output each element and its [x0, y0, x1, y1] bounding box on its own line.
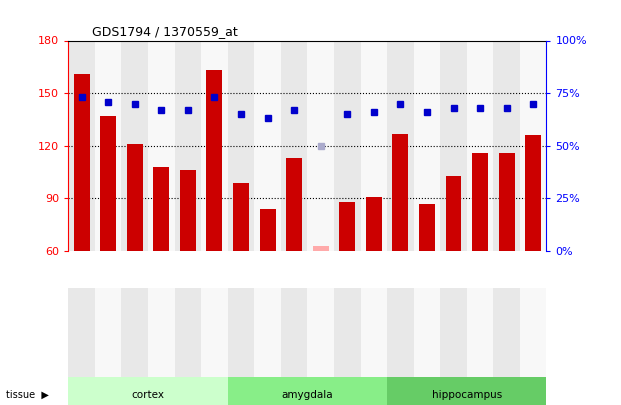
Bar [228, 40, 254, 251]
Bar [440, 288, 467, 377]
Bar [366, 197, 382, 251]
Bar [254, 40, 281, 251]
Bar [414, 288, 440, 377]
Bar [307, 288, 334, 377]
Bar [95, 40, 122, 251]
Bar [520, 40, 546, 251]
Bar [313, 246, 329, 251]
Bar [175, 40, 201, 251]
Bar [387, 288, 414, 377]
Bar [286, 158, 302, 251]
Text: GDS1794 / 1370559_at: GDS1794 / 1370559_at [93, 25, 238, 38]
Bar [392, 134, 409, 251]
Bar [525, 135, 541, 251]
Text: tissue  ▶: tissue ▶ [6, 390, 49, 400]
Bar [201, 40, 228, 251]
Bar [387, 40, 414, 251]
Bar [334, 288, 361, 377]
Bar [440, 40, 467, 251]
Bar [361, 288, 387, 377]
Bar [148, 288, 175, 377]
Bar [74, 74, 89, 251]
Bar [148, 40, 175, 251]
Bar [334, 40, 361, 251]
Bar [228, 288, 254, 377]
Bar [201, 288, 228, 377]
Text: hippocampus: hippocampus [432, 390, 502, 400]
Text: cortex: cortex [132, 390, 165, 400]
Bar [281, 40, 307, 251]
Bar [445, 176, 461, 251]
Bar [493, 288, 520, 377]
Bar [122, 40, 148, 251]
Bar [260, 209, 276, 251]
Bar [127, 144, 143, 251]
Bar [206, 70, 222, 251]
Bar [95, 288, 122, 377]
Bar [68, 40, 95, 251]
Bar [472, 153, 488, 251]
Bar [153, 167, 170, 251]
Bar [307, 40, 334, 251]
Bar [467, 40, 493, 251]
Bar [499, 153, 515, 251]
Bar [361, 40, 387, 251]
Bar [122, 288, 148, 377]
Bar [520, 288, 546, 377]
Bar [387, 377, 546, 405]
Bar [414, 40, 440, 251]
Bar [254, 288, 281, 377]
Bar [228, 377, 387, 405]
Bar [419, 204, 435, 251]
Bar [281, 288, 307, 377]
Bar [100, 116, 116, 251]
Text: amygdala: amygdala [281, 390, 333, 400]
Bar [339, 202, 355, 251]
Bar [467, 288, 493, 377]
Bar [493, 40, 520, 251]
Bar [175, 288, 201, 377]
Bar [68, 377, 228, 405]
Bar [233, 183, 249, 251]
Bar [180, 171, 196, 251]
Bar [68, 288, 95, 377]
